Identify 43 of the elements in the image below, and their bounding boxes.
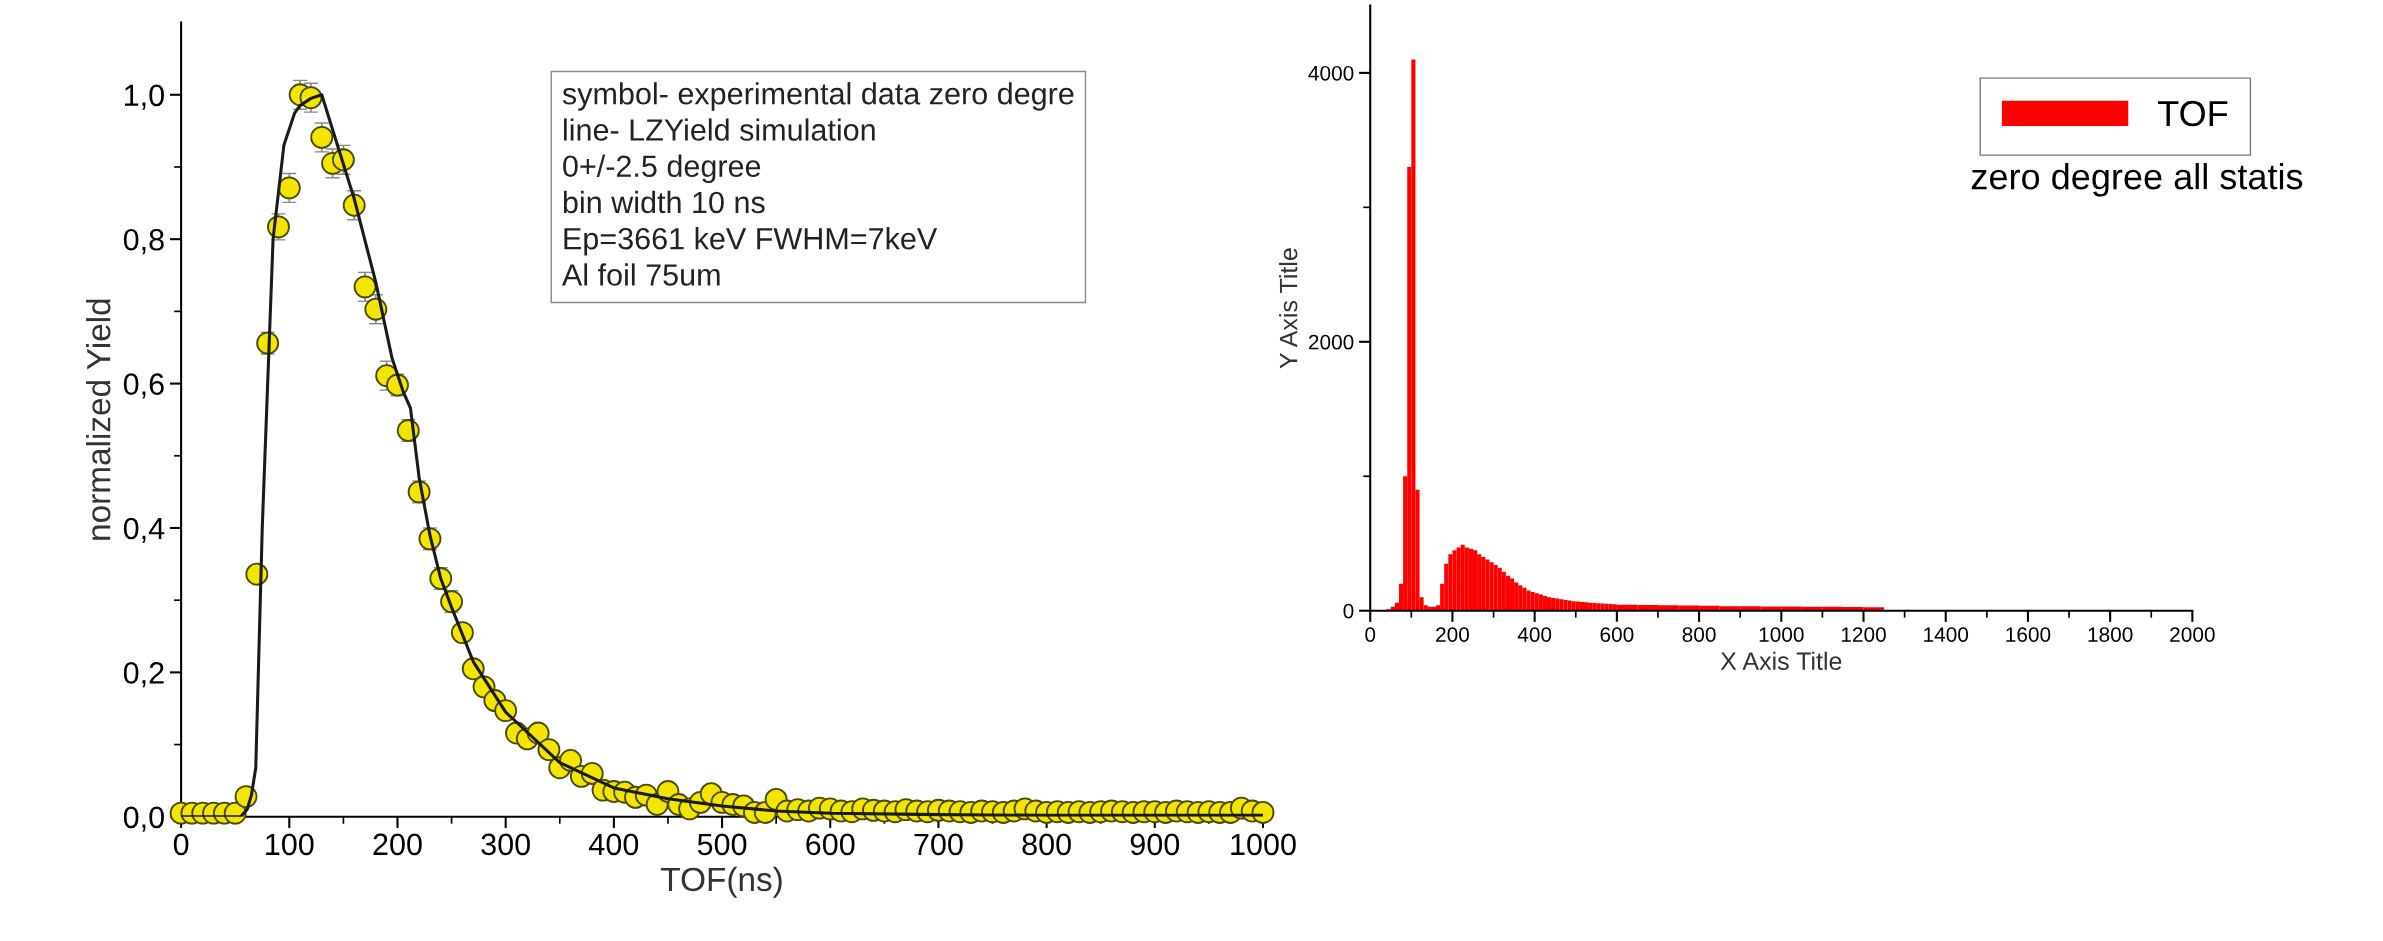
x-tick-label: 400 (1517, 627, 1552, 642)
x-tick-label: 600 (1600, 627, 1634, 642)
x-axis-title: TOF(ns) (661, 866, 782, 898)
x-tick-label: 400 (589, 833, 639, 856)
x-tick-label: 600 (806, 833, 855, 856)
x-tick-label: 200 (373, 833, 422, 856)
y-tick-label: 0,8 (123, 228, 164, 255)
legend-label: TOF (2157, 100, 2228, 127)
x-tick-label: 1200 (1841, 627, 1886, 642)
x-axis-title: X Axis Title (1720, 651, 1842, 671)
annotation: 0+/-2.5 degree (563, 154, 761, 184)
y-tick-label: 0 (1343, 603, 1354, 619)
x-tick-label: 0 (1365, 627, 1376, 642)
y-axis-title: Y Axis Title (1279, 248, 1298, 369)
y-tick-label: 4000 (1308, 65, 1354, 81)
y-tick-label: 0,4 (123, 517, 165, 543)
y-tick-label: 1,0 (124, 84, 164, 110)
annotation: line- LZYield simulation (563, 118, 875, 141)
x-tick-label: 2000 (2170, 627, 2215, 642)
x-tick-label: 200 (1436, 627, 1470, 642)
y-tick-label: 0,2 (123, 662, 164, 688)
x-tick-label: 800 (1022, 833, 1071, 856)
y-tick-label: 0,0 (123, 806, 164, 832)
annotation: zero degree all statis (1971, 162, 2303, 197)
x-tick-label: 700 (914, 833, 963, 856)
y-tick-label: 2000 (1308, 334, 1354, 350)
x-tick-label: 1000 (1759, 627, 1804, 642)
x-tick-label: 900 (1130, 833, 1180, 856)
y-tick-label: 0,6 (123, 373, 164, 399)
x-tick-label: 0 (173, 833, 189, 856)
x-tick-label: 500 (697, 833, 747, 856)
annotation: Ep=3661 keV FWHM=7keV (564, 227, 938, 256)
annotation: symbol- experimental data zero degre (562, 82, 1074, 111)
x-tick-label: 1000 (1231, 833, 1296, 856)
x-tick-label: 1600 (2006, 627, 2051, 642)
annotation: bin width 10 ns (563, 190, 765, 214)
x-tick-label: 1800 (2088, 627, 2133, 642)
x-tick-label: 1400 (1924, 627, 1969, 642)
y-axis-title: normalized Yield (86, 299, 111, 540)
x-tick-label: 300 (481, 833, 530, 856)
x-tick-label: 100 (266, 833, 314, 856)
annotation: Al foil 75um (561, 263, 720, 286)
x-tick-label: 800 (1682, 627, 1716, 642)
